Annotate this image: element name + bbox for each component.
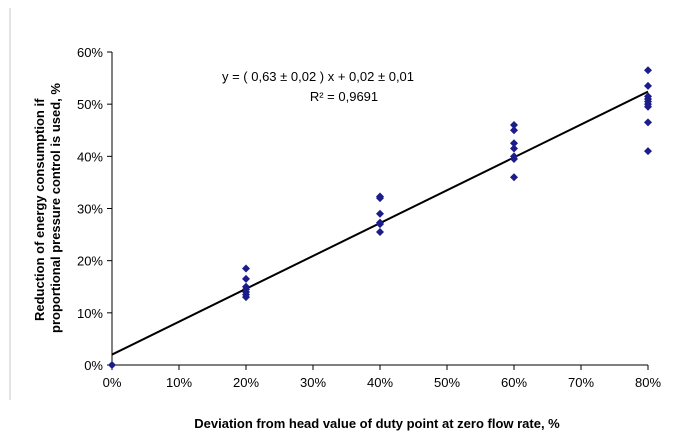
x-tick-label: 0%: [103, 375, 122, 390]
x-tick-label: 50%: [434, 375, 460, 390]
data-point: [376, 209, 384, 218]
data-point: [644, 81, 652, 90]
x-tick-label: 20%: [233, 375, 259, 390]
y-axis-title-line-1: Reduction of energy consumption if: [32, 98, 47, 321]
x-tick-label: 70%: [568, 375, 594, 390]
r-squared-annotation: R² = 0,9691: [310, 89, 378, 104]
data-point: [510, 121, 518, 130]
y-axis-title-line-2: proportional pressure control is used, %: [48, 83, 63, 333]
data-point: [510, 139, 518, 148]
equation-annotation: y = ( 0,63 ± 0,02 ) x + 0,02 ± 0,01: [222, 69, 414, 84]
data-point: [644, 102, 652, 111]
data-point: [242, 274, 250, 283]
y-axis-title: Reduction of energy consumption if propo…: [32, 83, 63, 333]
data-point: [242, 264, 250, 273]
data-point: [510, 173, 518, 182]
axes: [111, 52, 648, 366]
data-point: [376, 220, 384, 229]
data-point: [510, 126, 518, 135]
y-tick-label: 50%: [77, 97, 103, 112]
data-point: [644, 147, 652, 156]
data-point: [644, 118, 652, 127]
data-point: [510, 154, 518, 163]
data-point: [376, 194, 384, 203]
ticks: 0% 10% 20% 30% 40% 50% 60% 0% 10% 20% 30% 40% 50% 60%…: [77, 45, 661, 390]
y-tick-label: 40%: [77, 149, 103, 164]
data-points: [108, 66, 652, 369]
data-point: [376, 227, 384, 236]
data-point: [644, 66, 652, 75]
data-point: [242, 293, 250, 302]
y-tick-label: 0%: [84, 358, 103, 373]
x-tick-label: 80%: [635, 375, 661, 390]
y-tick-label: 20%: [77, 254, 103, 269]
x-tick-label: 30%: [300, 375, 326, 390]
x-tick-label: 10%: [166, 375, 192, 390]
x-axis-title: Deviation from head value of duty point …: [194, 416, 560, 431]
x-tick-label: 60%: [501, 375, 527, 390]
y-tick-label: 10%: [77, 306, 103, 321]
data-point: [108, 361, 116, 369]
y-tick-label: 60%: [77, 45, 103, 60]
x-tick-label: 40%: [367, 375, 393, 390]
data-point: [510, 144, 518, 153]
y-tick-label: 30%: [77, 202, 103, 217]
